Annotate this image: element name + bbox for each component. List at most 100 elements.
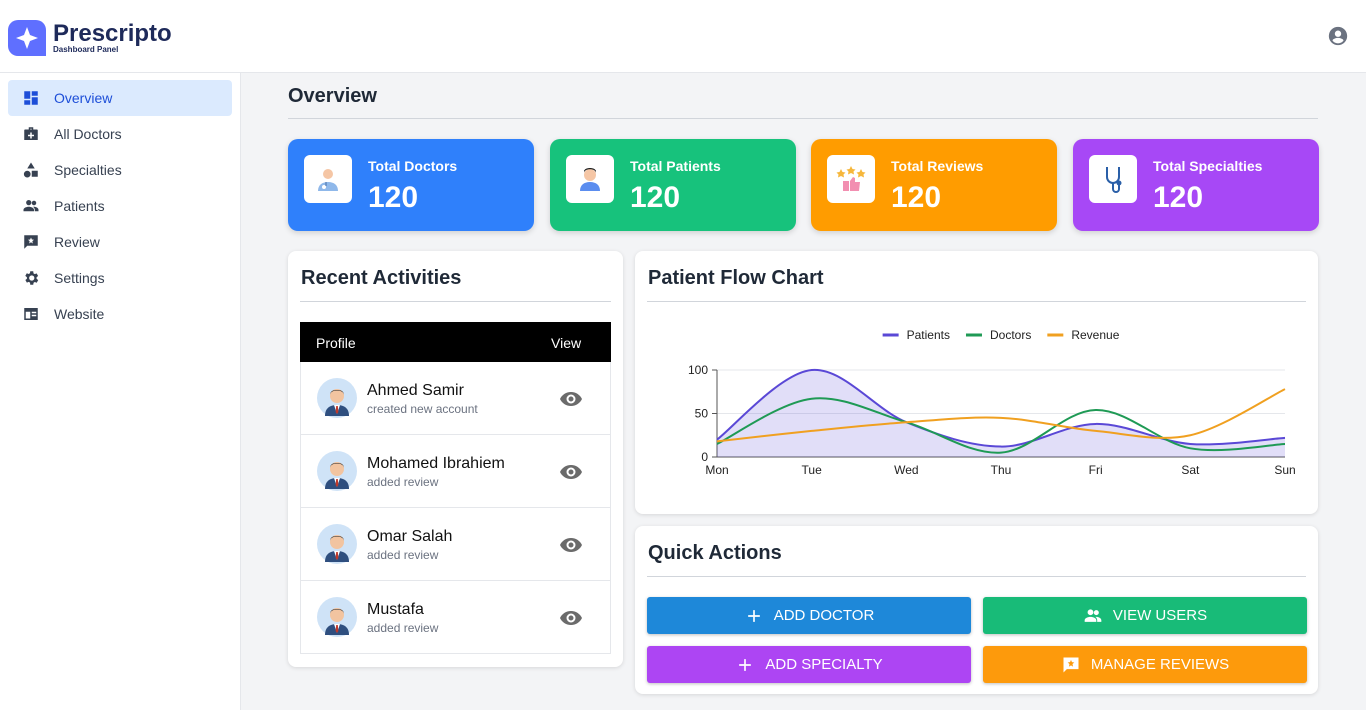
activity-row: Omar Salah added review [300,508,611,581]
view-button[interactable] [559,387,583,416]
nav-item[interactable]: Specialties [8,152,232,188]
action-button[interactable]: ADD DOCTOR [647,597,971,634]
stat-value: 120 [368,181,419,214]
header: Prescripto Dashboard Panel [0,0,1366,73]
icon [317,524,357,564]
icon [560,611,582,625]
divider [300,301,611,302]
stat-icon [566,155,614,203]
button-label: ADD SPECIALTY [765,656,883,673]
line [716,397,1286,454]
nav-item[interactable]: Website [8,296,232,332]
icon [24,127,38,140]
view-button[interactable] [559,533,583,562]
x-tick-label: Wed [894,463,918,477]
activity-action: added review [367,621,439,635]
divider [647,576,1306,577]
icon [317,451,357,491]
activity-name: Mustafa [367,601,424,618]
button-label: ADD DOCTOR [773,607,875,624]
stat-icon [304,155,352,203]
nav-label: All Doctors [54,126,122,142]
view-button[interactable] [559,606,583,635]
panel-title: Quick Actions [648,542,782,564]
icon [24,308,38,320]
activity-name: Mohamed Ibrahiem [367,455,505,472]
stat-label: Total Specialties [1153,158,1263,174]
divider [647,301,1306,302]
icon [24,235,38,249]
stat-card: Total Reviews 120 [811,139,1057,231]
activities-panel: Recent Activities Profile View Ahmed Sam… [288,251,623,667]
stat-icon [1089,155,1137,203]
line [716,388,1286,443]
icon [1106,167,1122,193]
nav-item[interactable]: Overview [8,80,232,116]
icon [836,166,866,191]
x-tick-label: Tue [802,463,823,477]
stat-card: Total Specialties 120 [1073,139,1319,231]
x-tick-label: Thu [991,463,1012,477]
icon [1063,657,1079,672]
activity-action: created new account [367,402,478,416]
stat-value: 120 [630,181,681,214]
profile-icon[interactable] [1327,25,1349,47]
icon [23,200,39,212]
x-tick-label: Fri [1089,463,1103,477]
view-button[interactable] [559,460,583,489]
button-label: MANAGE REVIEWS [1090,656,1230,673]
activity-row: Ahmed Samir created new account [300,362,611,435]
stat-card: Total Patients 120 [550,139,796,231]
sidebar: Overview All Doctors Specialties Patients Re… [0,73,241,710]
activity-row: Mohamed Ibrahiem added review [300,435,611,508]
y-tick-label: 0 [701,450,708,464]
activity-action: added review [367,548,439,562]
nav-label: Overview [54,90,113,106]
y-tick-label: 100 [688,363,708,377]
tagline: Dashboard Panel [53,45,119,54]
action-button[interactable]: VIEW USERS [983,597,1307,634]
icon [580,168,600,191]
nav-label: Review [54,234,100,250]
icon [747,609,760,622]
stat-value: 120 [1153,181,1204,214]
page-title: Overview [288,85,377,107]
icon [23,162,38,178]
divider [288,118,1318,119]
nav-label: Patients [54,198,105,214]
icon [317,597,357,637]
column-header: Profile [316,335,356,351]
nav-item[interactable]: Patients [8,188,232,224]
button-label: VIEW USERS [1112,607,1208,624]
activity-row: Mustafa added review [300,581,611,654]
x-tick-label: Mon [705,463,728,477]
nav-item[interactable]: Review [8,224,232,260]
icon [317,378,357,418]
nav-item[interactable]: Settings [8,260,232,296]
activity-action: added review [367,475,439,489]
table-header: Profile View [300,322,611,362]
action-button[interactable]: MANAGE REVIEWS [983,646,1307,683]
icon [1084,608,1102,622]
chart: 0 50 100 Mon Tue Wed Thu Fri Sat Sun Patients Docto… [688,328,1296,477]
activity-name: Omar Salah [367,528,453,545]
stat-icon [827,155,875,203]
legend-label: Doctors [990,328,1031,342]
legend-label: Revenue [1071,328,1119,342]
nav-label: Specialties [54,162,122,178]
icon [739,658,752,671]
icon [25,271,39,285]
line [716,368,1286,448]
icon [24,91,38,105]
y-tick-label: 50 [695,407,709,421]
icon [560,392,582,406]
nav-item[interactable]: All Doctors [8,116,232,152]
logo [8,20,46,56]
icon [318,169,338,191]
x-tick-label: Sun [1274,463,1295,477]
chart-panel: Patient Flow Chart 0 50 100 Mon Tue Wed Thu Fri… [635,251,1318,514]
column-header: View [551,335,582,351]
nav-label: Website [54,306,105,322]
action-button[interactable]: ADD SPECIALTY [647,646,971,683]
